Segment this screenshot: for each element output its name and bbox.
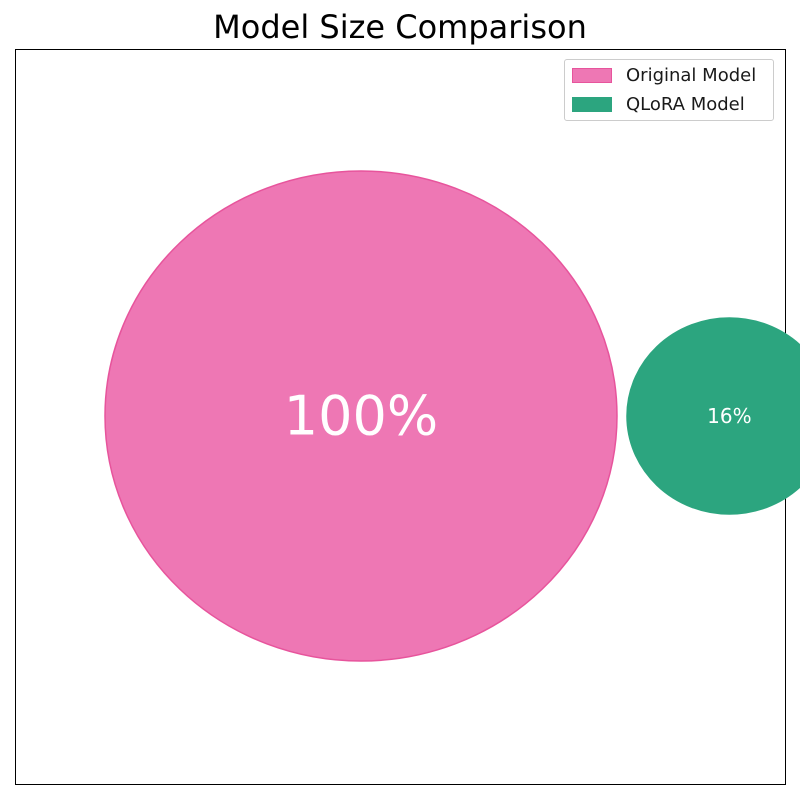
chart-title: Model Size Comparison bbox=[213, 8, 587, 46]
legend: Original Model QLoRA Model bbox=[564, 59, 774, 121]
legend-swatch-original-model bbox=[572, 67, 612, 83]
bubble-qlora-model bbox=[626, 317, 800, 515]
legend-item-qlora-model: QLoRA Model bbox=[572, 93, 745, 115]
legend-swatch-qlora-model bbox=[572, 96, 612, 112]
legend-item-original-model: Original Model bbox=[572, 64, 757, 86]
bubble-label-original-model: 100% bbox=[284, 385, 438, 448]
bubbles-group: 100% 16% bbox=[104, 170, 800, 662]
legend-label-original-model: Original Model bbox=[626, 64, 757, 86]
bubble-label-qlora-model: 16% bbox=[707, 404, 751, 428]
bubble-original-model bbox=[104, 170, 618, 662]
legend-label-qlora-model: QLoRA Model bbox=[626, 93, 745, 115]
